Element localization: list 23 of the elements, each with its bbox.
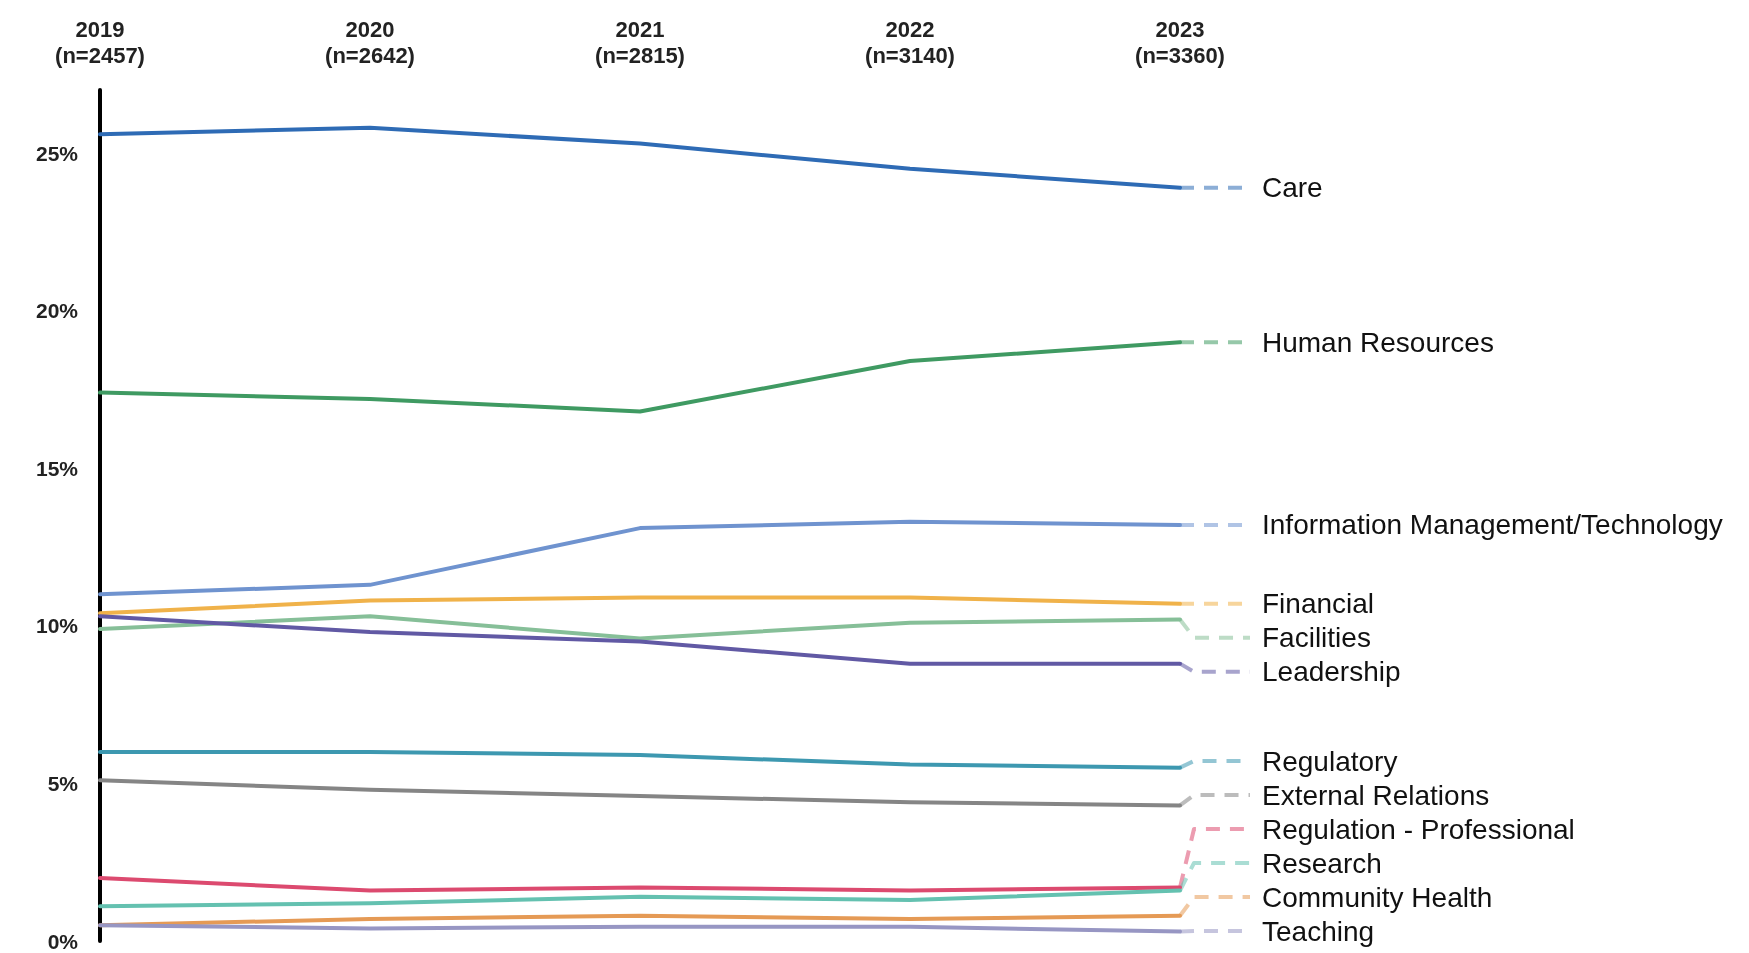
legend-label: Financial [1262, 588, 1375, 620]
x-tick-label: 2021 (n=2815) [595, 16, 685, 68]
legend-label: External Relations [1262, 779, 1490, 811]
legend-label: Community Health [1262, 881, 1493, 913]
x-tick-label: 2019 (n=2457) [55, 16, 145, 68]
y-tick-label: 10% [35, 614, 79, 638]
legend-label: Facilities [1262, 622, 1371, 654]
legend-label: Care [1262, 172, 1323, 204]
y-tick-label: 5% [47, 771, 79, 795]
legend-label: Information Management/Technology [1262, 509, 1723, 541]
legend-label: Regulatory [1262, 745, 1398, 777]
y-tick-label: 15% [35, 456, 79, 480]
y-tick-label: 0% [47, 929, 79, 953]
legend-label: Leadership [1262, 656, 1401, 688]
legend-label: Research [1262, 847, 1382, 879]
y-tick-label: 25% [35, 141, 79, 165]
text: Regulation - Professional [1262, 813, 1575, 845]
x-tick-label: 2023 (n=3360) [1135, 16, 1225, 68]
x-tick-label: 2020 (n=2642) [325, 16, 415, 68]
x-tick-label: 2022 (n=3140) [865, 16, 955, 68]
legend-label: Human Resources [1262, 326, 1494, 358]
y-tick-label: 20% [35, 299, 79, 323]
legend-label: Teaching [1262, 915, 1375, 947]
